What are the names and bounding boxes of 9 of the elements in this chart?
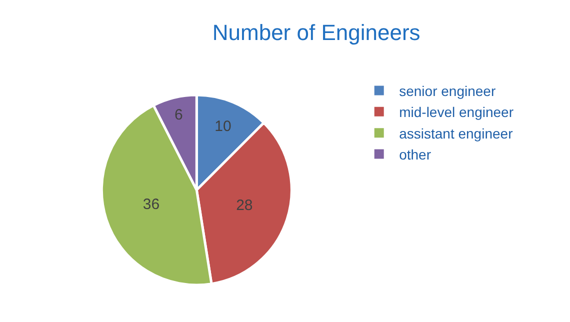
legend-label: mid-level engineer	[399, 104, 514, 120]
legend-label: assistant engineer	[399, 125, 514, 142]
legend-label: senior engineer	[399, 82, 496, 99]
data-label: 36	[142, 196, 160, 214]
data-label: 6	[174, 106, 183, 124]
legend-label: other	[399, 146, 432, 163]
data-label: 28	[236, 197, 253, 214]
chart-title: Number of Engineers	[212, 20, 420, 45]
data-label: 10	[214, 118, 232, 136]
